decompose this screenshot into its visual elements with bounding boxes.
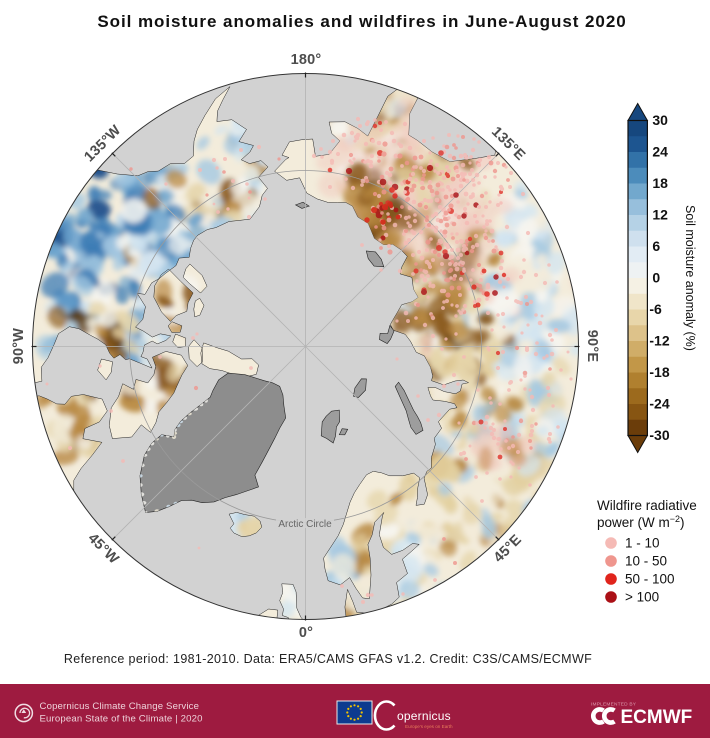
svg-text:European State of the Climate: European State of the Climate | 2020 (40, 714, 203, 725)
svg-text:Reference period: 1981-2010. D: Reference period: 1981-2010. Data: ERA5/… (64, 652, 592, 666)
svg-text:ECMWF: ECMWF (621, 707, 693, 728)
svg-text:-18: -18 (649, 364, 669, 380)
svg-text:24: 24 (652, 144, 668, 160)
svg-text:-24: -24 (649, 396, 669, 412)
svg-text:> 100: > 100 (625, 590, 659, 605)
svg-text:0: 0 (652, 270, 660, 286)
svg-text:1 - 10: 1 - 10 (625, 536, 660, 551)
svg-text:IMPLEMENTED BY: IMPLEMENTED BY (591, 702, 637, 708)
svg-text:opernicus: opernicus (397, 709, 451, 723)
svg-text:50 - 100: 50 - 100 (625, 572, 675, 587)
svg-text:Wildfire radiative: Wildfire radiative (597, 498, 697, 513)
svg-text:90°E: 90°E (584, 330, 600, 363)
svg-text:90°W: 90°W (11, 328, 27, 365)
svg-text:-30: -30 (649, 427, 669, 443)
svg-text:30: 30 (652, 112, 668, 128)
svg-text:6: 6 (652, 238, 660, 254)
svg-text:Copernicus Climate Change Serv: Copernicus Climate Change Service (40, 701, 200, 712)
svg-text:power (W m−2): power (W m−2) (597, 514, 685, 530)
svg-text:18: 18 (652, 175, 668, 191)
svg-text:Europe's eyes on Earth: Europe's eyes on Earth (405, 724, 453, 729)
svg-text:10 - 50: 10 - 50 (625, 554, 667, 569)
svg-text:-12: -12 (649, 333, 669, 349)
svg-text:0°: 0° (299, 625, 313, 641)
svg-text:180°: 180° (291, 52, 322, 68)
svg-text:Soil moisture anomaly (%): Soil moisture anomaly (%) (683, 205, 697, 351)
svg-text:Arctic Circle: Arctic Circle (278, 519, 332, 530)
svg-text:-6: -6 (649, 301, 662, 317)
svg-text:12: 12 (652, 207, 668, 223)
svg-text:Soil moisture anomalies and wi: Soil moisture anomalies and wildfires in… (97, 12, 626, 31)
